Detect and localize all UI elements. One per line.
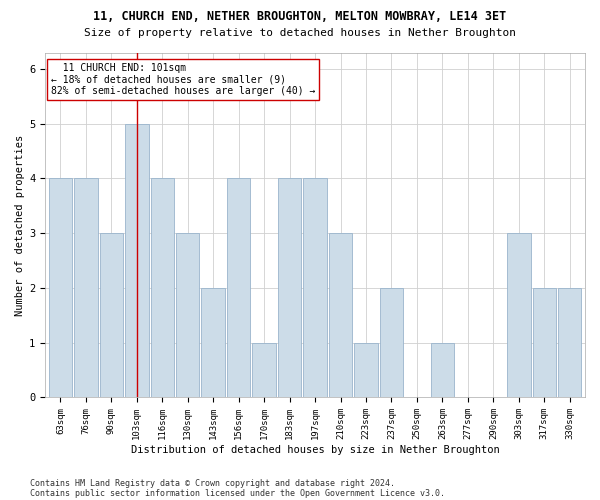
Bar — [227, 178, 250, 398]
Bar — [558, 288, 581, 398]
Bar — [74, 178, 98, 398]
Bar — [507, 233, 530, 398]
Bar — [278, 178, 301, 398]
Bar — [431, 342, 454, 398]
Bar — [533, 288, 556, 398]
Text: Size of property relative to detached houses in Nether Broughton: Size of property relative to detached ho… — [84, 28, 516, 38]
Bar — [380, 288, 403, 398]
Bar — [354, 342, 378, 398]
Text: 11 CHURCH END: 101sqm  
← 18% of detached houses are smaller (9)
82% of semi-det: 11 CHURCH END: 101sqm ← 18% of detached … — [50, 63, 315, 96]
Bar — [202, 288, 225, 398]
Bar — [100, 233, 123, 398]
Text: 11, CHURCH END, NETHER BROUGHTON, MELTON MOWBRAY, LE14 3ET: 11, CHURCH END, NETHER BROUGHTON, MELTON… — [94, 10, 506, 23]
Bar — [125, 124, 149, 398]
Bar — [329, 233, 352, 398]
Bar — [304, 178, 327, 398]
X-axis label: Distribution of detached houses by size in Nether Broughton: Distribution of detached houses by size … — [131, 445, 499, 455]
Bar — [176, 233, 199, 398]
Bar — [151, 178, 174, 398]
Y-axis label: Number of detached properties: Number of detached properties — [15, 134, 25, 316]
Bar — [253, 342, 276, 398]
Bar — [49, 178, 72, 398]
Text: Contains public sector information licensed under the Open Government Licence v3: Contains public sector information licen… — [30, 488, 445, 498]
Text: Contains HM Land Registry data © Crown copyright and database right 2024.: Contains HM Land Registry data © Crown c… — [30, 478, 395, 488]
